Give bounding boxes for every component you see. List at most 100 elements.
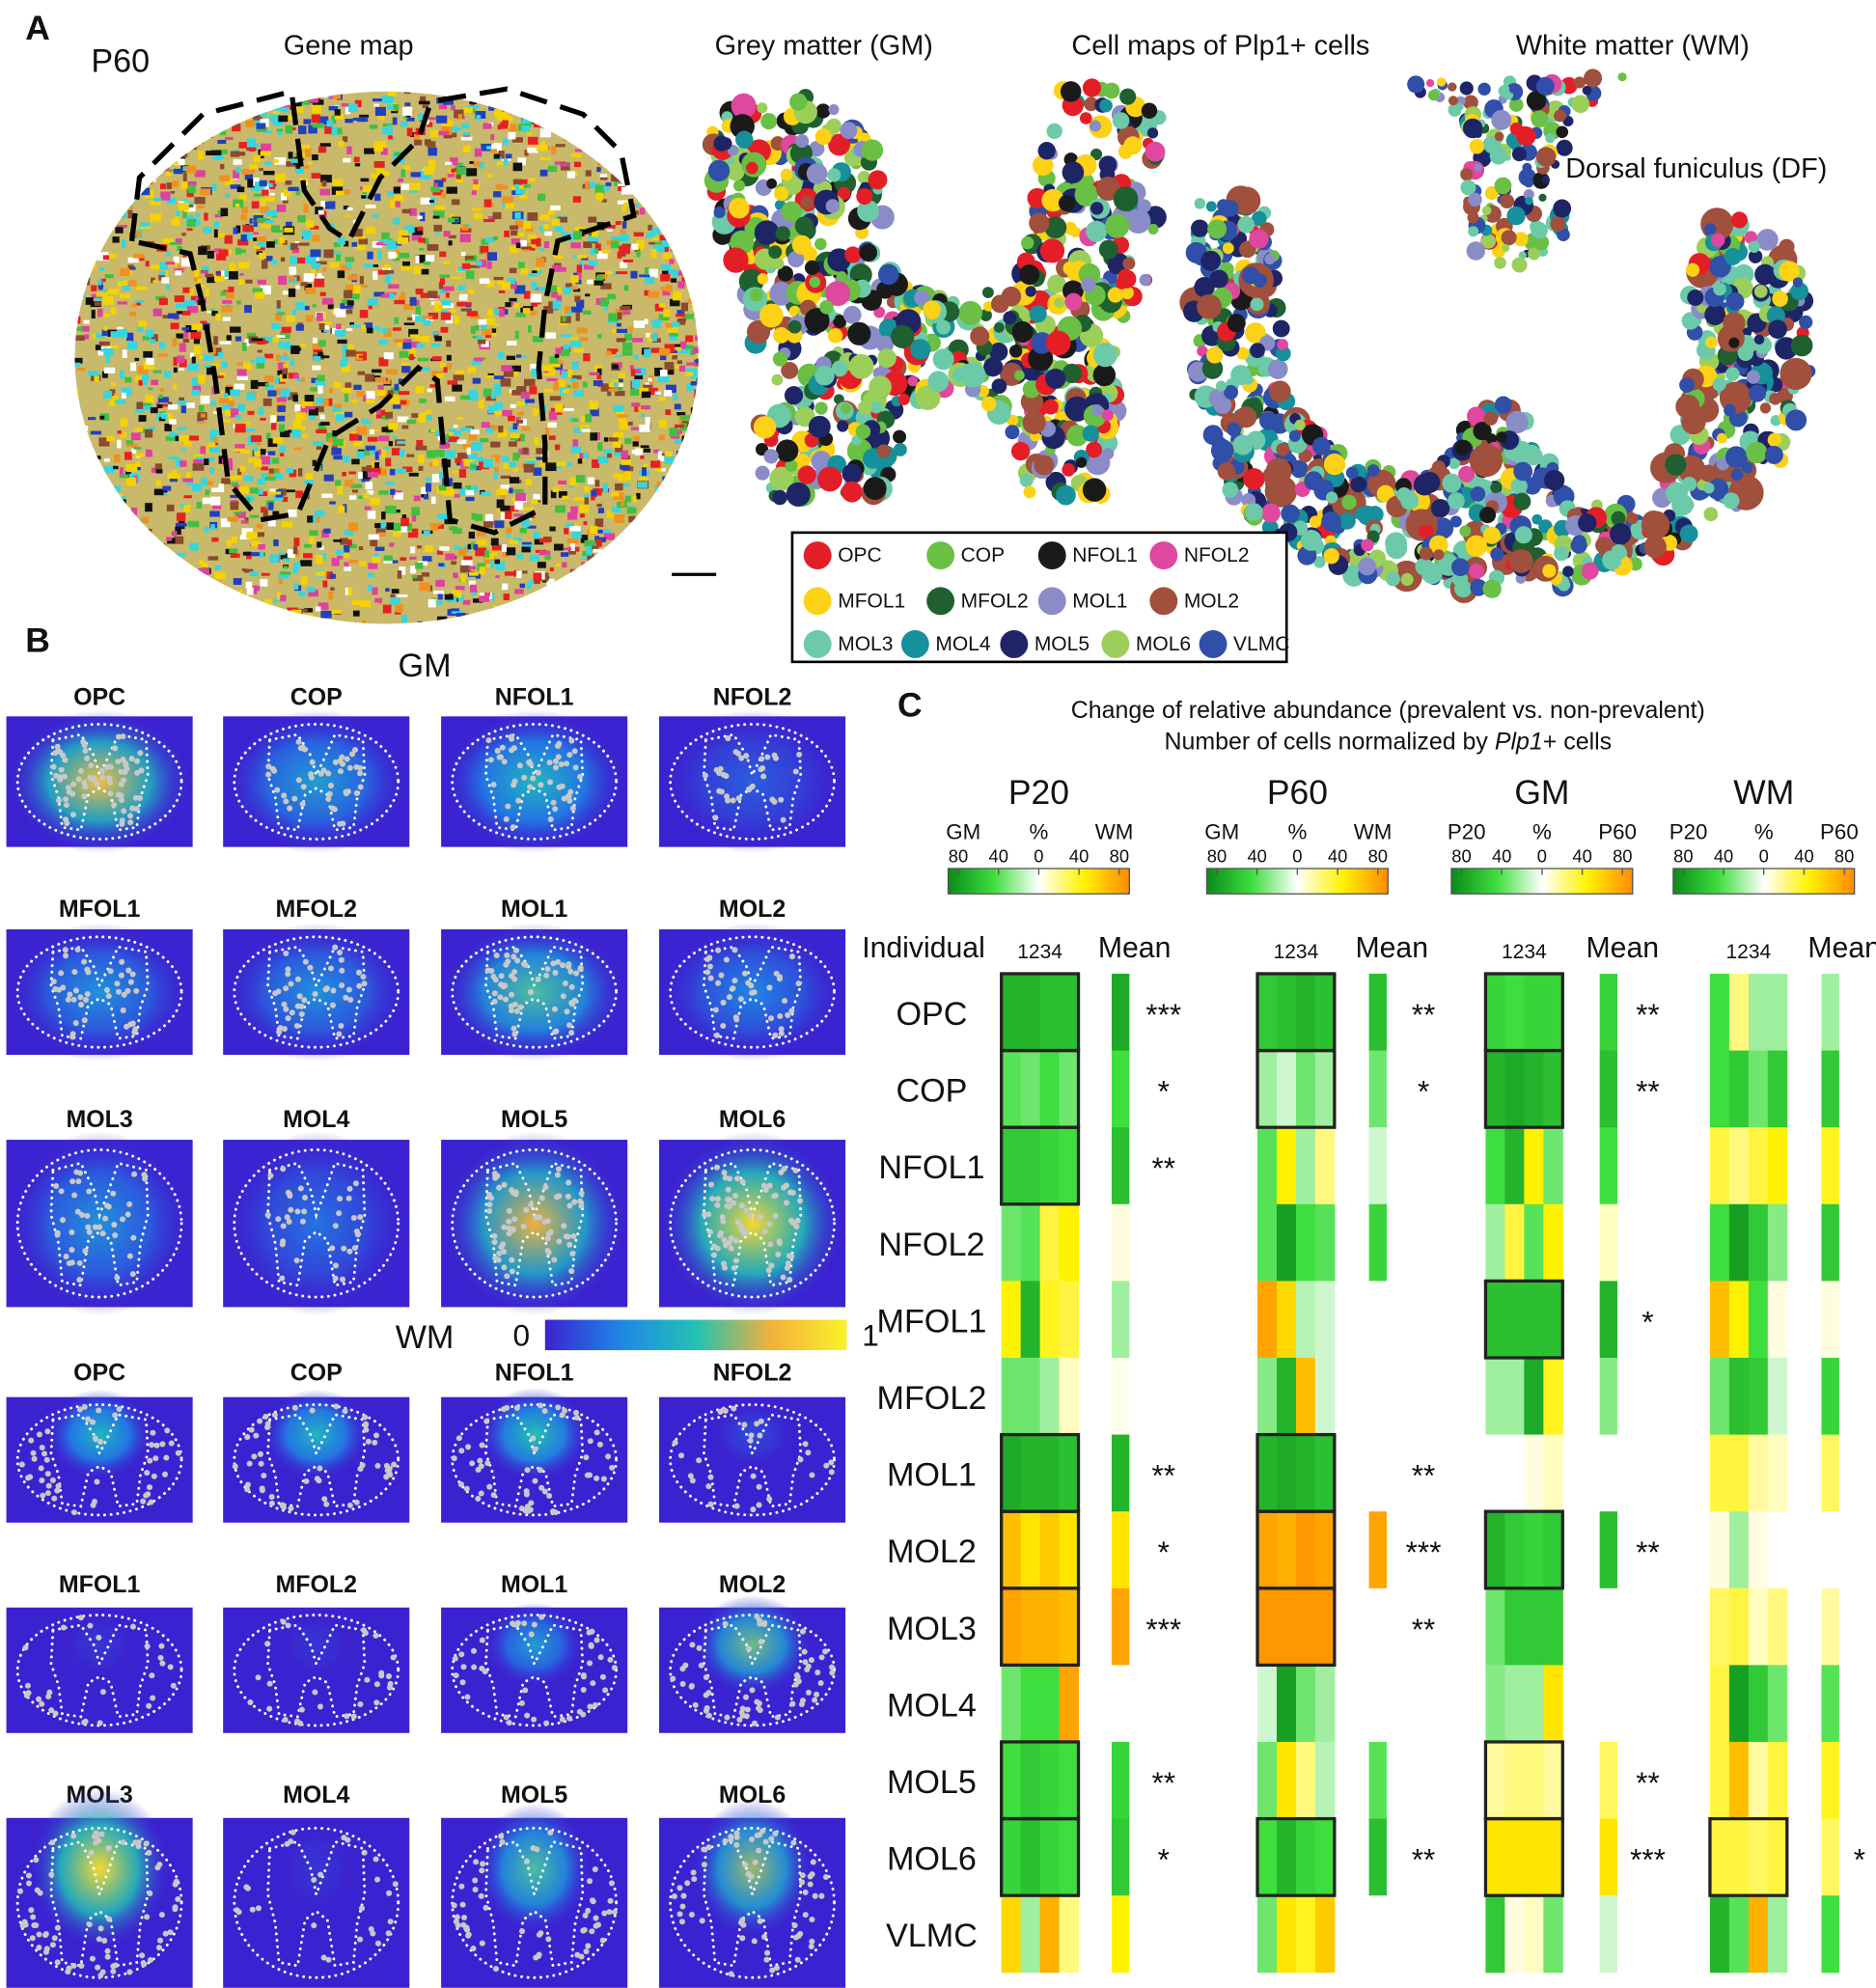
gene-dot (325, 432, 337, 442)
gene-dot (628, 515, 636, 523)
gene-dot (650, 249, 657, 259)
cell (1120, 286, 1134, 300)
gene-dot (536, 258, 545, 267)
gene-dot (499, 309, 505, 318)
gene-dot (498, 290, 506, 293)
cell (746, 161, 759, 175)
gene-dot (455, 457, 462, 463)
gene-dot (99, 415, 105, 420)
gene-dot (582, 428, 591, 432)
gene-dot (635, 164, 643, 173)
gene-dot (491, 455, 501, 457)
gene-dot (303, 553, 313, 559)
gene-dot (623, 150, 636, 154)
gene-dot (619, 421, 629, 430)
gene-dot (344, 240, 349, 247)
gene-dot (95, 345, 101, 350)
gene-dot (285, 124, 293, 134)
gene-dot (322, 580, 328, 588)
gene-dot (101, 371, 108, 378)
gene-dot (394, 492, 403, 500)
gene-map (74, 87, 699, 632)
gene-dot (503, 158, 509, 166)
gene-dot (305, 149, 312, 157)
gene-dot (348, 495, 357, 500)
cell (735, 130, 754, 149)
gene-dot (579, 229, 585, 236)
gene-dot (552, 300, 562, 310)
gene-dot (280, 553, 290, 560)
gene-dot (601, 91, 609, 97)
gene-dot (450, 157, 458, 166)
gene-dot (293, 447, 302, 451)
cell (1062, 363, 1082, 384)
gene-dot (153, 91, 158, 93)
gene-dot (447, 363, 453, 370)
gene-dot (351, 293, 360, 300)
gene-dot (283, 189, 291, 197)
gene-dot (636, 573, 645, 582)
gene-dot (234, 511, 241, 514)
cell (1122, 257, 1136, 270)
gene-dot (644, 318, 648, 324)
gene-dot (683, 543, 694, 551)
gene-dot (277, 622, 282, 624)
gene-dot (479, 566, 486, 575)
gene-dot (502, 456, 510, 462)
gene-dot (461, 262, 471, 269)
gene-dot (493, 383, 501, 390)
gene-dot (204, 526, 209, 534)
gene-dot (84, 106, 90, 115)
cell (766, 178, 778, 189)
gene-dot (334, 329, 346, 337)
cell (726, 162, 745, 181)
gene-dot (251, 187, 261, 192)
gene-dot (472, 377, 482, 384)
gene-dot (172, 576, 179, 581)
gene-dot (316, 570, 325, 576)
gene-dot (361, 466, 369, 475)
gene-dot (109, 560, 116, 566)
gene-dot (262, 336, 273, 344)
gene-dot (236, 300, 241, 305)
gene-dot (428, 159, 436, 169)
gene-dot (483, 388, 493, 397)
gene-dot (91, 309, 96, 319)
gene-dot (444, 396, 455, 401)
gene-dot (517, 108, 522, 113)
gene-dot (514, 589, 524, 594)
gene-dot (676, 451, 687, 457)
gene-dot (340, 303, 345, 310)
gene-dot (194, 170, 206, 178)
gene-dot (459, 234, 471, 243)
gene-dot (346, 87, 351, 91)
cell (775, 226, 790, 241)
cell (1510, 478, 1528, 495)
cell (863, 477, 887, 500)
cell (771, 373, 784, 386)
gene-dot (465, 625, 476, 632)
gene-dot (628, 326, 633, 333)
gene-dot (527, 136, 538, 145)
gene-dot (610, 235, 621, 240)
gene-dot (91, 129, 99, 135)
gene-dot (373, 291, 385, 297)
gene-dot (209, 429, 220, 435)
gene-dot (160, 581, 172, 586)
gene-dot (615, 444, 623, 453)
gene-dot (470, 622, 478, 624)
gene-dot (555, 505, 566, 513)
gene-dot (529, 613, 538, 618)
gene-dot (662, 201, 668, 205)
gene-dot (677, 281, 685, 289)
gene-dot (145, 548, 154, 558)
gene-dot (677, 166, 689, 171)
gene-dot (98, 209, 108, 218)
gene-dot (516, 419, 523, 424)
gene-dot (696, 352, 699, 359)
gene-dot (86, 152, 95, 158)
gene-dot (341, 387, 352, 393)
gene-dot (569, 340, 582, 347)
gene-dot (178, 202, 189, 211)
gene-dot (206, 457, 214, 462)
